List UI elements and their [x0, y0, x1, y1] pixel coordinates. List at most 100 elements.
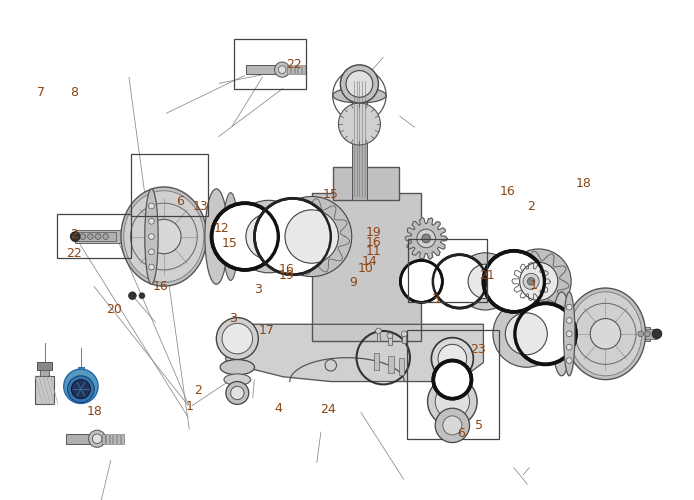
- Circle shape: [128, 292, 136, 300]
- Circle shape: [67, 376, 94, 402]
- Bar: [291, 65, 294, 74]
- Text: 3: 3: [431, 293, 439, 306]
- Circle shape: [566, 358, 572, 364]
- Circle shape: [513, 302, 578, 366]
- Text: 16: 16: [499, 185, 515, 198]
- Circle shape: [485, 253, 543, 310]
- Circle shape: [285, 210, 339, 263]
- Text: 2: 2: [70, 228, 78, 241]
- Circle shape: [493, 300, 559, 367]
- Bar: [35, 376, 54, 404]
- Circle shape: [399, 259, 443, 304]
- Circle shape: [375, 328, 381, 334]
- Bar: [121, 434, 124, 444]
- Circle shape: [652, 329, 662, 338]
- Circle shape: [256, 200, 330, 274]
- Polygon shape: [398, 358, 404, 375]
- Bar: [37, 362, 52, 370]
- Circle shape: [435, 384, 470, 418]
- Circle shape: [590, 318, 620, 349]
- Bar: [131, 154, 208, 216]
- Ellipse shape: [220, 360, 255, 375]
- Bar: [235, 39, 306, 89]
- Circle shape: [80, 234, 85, 239]
- Ellipse shape: [564, 292, 575, 376]
- Circle shape: [246, 214, 291, 260]
- Text: 22: 22: [286, 58, 302, 71]
- Circle shape: [253, 197, 332, 276]
- Circle shape: [146, 220, 181, 254]
- Bar: [117, 434, 120, 444]
- Bar: [287, 65, 290, 74]
- Bar: [57, 214, 131, 258]
- Circle shape: [210, 202, 280, 272]
- Circle shape: [149, 234, 154, 239]
- Circle shape: [71, 380, 90, 398]
- Text: 15: 15: [323, 188, 339, 201]
- Circle shape: [457, 253, 514, 310]
- Circle shape: [214, 205, 276, 268]
- Text: 15: 15: [221, 236, 237, 250]
- Circle shape: [89, 430, 105, 448]
- Ellipse shape: [619, 493, 672, 500]
- Circle shape: [523, 274, 539, 289]
- Circle shape: [566, 318, 572, 324]
- Circle shape: [443, 416, 462, 435]
- Ellipse shape: [223, 192, 238, 280]
- Ellipse shape: [569, 292, 642, 376]
- Circle shape: [222, 324, 253, 354]
- Ellipse shape: [124, 191, 204, 282]
- Circle shape: [232, 200, 305, 273]
- Text: 18: 18: [576, 177, 592, 190]
- Polygon shape: [75, 230, 235, 243]
- Circle shape: [402, 262, 441, 301]
- Text: 5: 5: [475, 419, 484, 432]
- Bar: [408, 240, 487, 302]
- Circle shape: [505, 313, 548, 355]
- Circle shape: [387, 333, 393, 338]
- Bar: [102, 434, 105, 444]
- Ellipse shape: [224, 374, 251, 386]
- Polygon shape: [352, 76, 367, 200]
- Circle shape: [435, 408, 470, 442]
- Circle shape: [517, 305, 574, 362]
- Bar: [294, 65, 298, 74]
- Circle shape: [340, 65, 378, 103]
- Bar: [403, 332, 406, 344]
- Circle shape: [417, 229, 435, 248]
- Bar: [332, 167, 400, 200]
- Text: 2: 2: [527, 200, 535, 212]
- Bar: [407, 330, 499, 438]
- Text: 1: 1: [530, 278, 538, 291]
- Text: 20: 20: [106, 302, 122, 316]
- Circle shape: [527, 278, 535, 285]
- Circle shape: [432, 358, 473, 401]
- Circle shape: [271, 196, 352, 276]
- Circle shape: [149, 218, 154, 224]
- Text: 13: 13: [192, 200, 208, 212]
- Circle shape: [566, 344, 572, 350]
- Bar: [113, 434, 116, 444]
- Polygon shape: [405, 218, 447, 259]
- Text: 3: 3: [255, 284, 262, 296]
- Text: 19: 19: [366, 226, 381, 239]
- Text: 17: 17: [258, 324, 274, 336]
- Text: 7: 7: [37, 86, 45, 100]
- Circle shape: [432, 253, 488, 310]
- Circle shape: [70, 232, 80, 241]
- Circle shape: [520, 262, 558, 300]
- Text: 14: 14: [362, 255, 378, 268]
- Circle shape: [428, 377, 477, 426]
- Polygon shape: [555, 327, 650, 340]
- Polygon shape: [512, 262, 550, 300]
- Circle shape: [95, 234, 101, 239]
- Circle shape: [434, 256, 485, 306]
- Circle shape: [64, 369, 98, 404]
- Text: 23: 23: [471, 342, 486, 355]
- Bar: [40, 370, 49, 376]
- Ellipse shape: [205, 189, 228, 284]
- Ellipse shape: [121, 187, 207, 286]
- Circle shape: [230, 386, 244, 400]
- Circle shape: [278, 66, 286, 74]
- Text: 18: 18: [86, 404, 102, 417]
